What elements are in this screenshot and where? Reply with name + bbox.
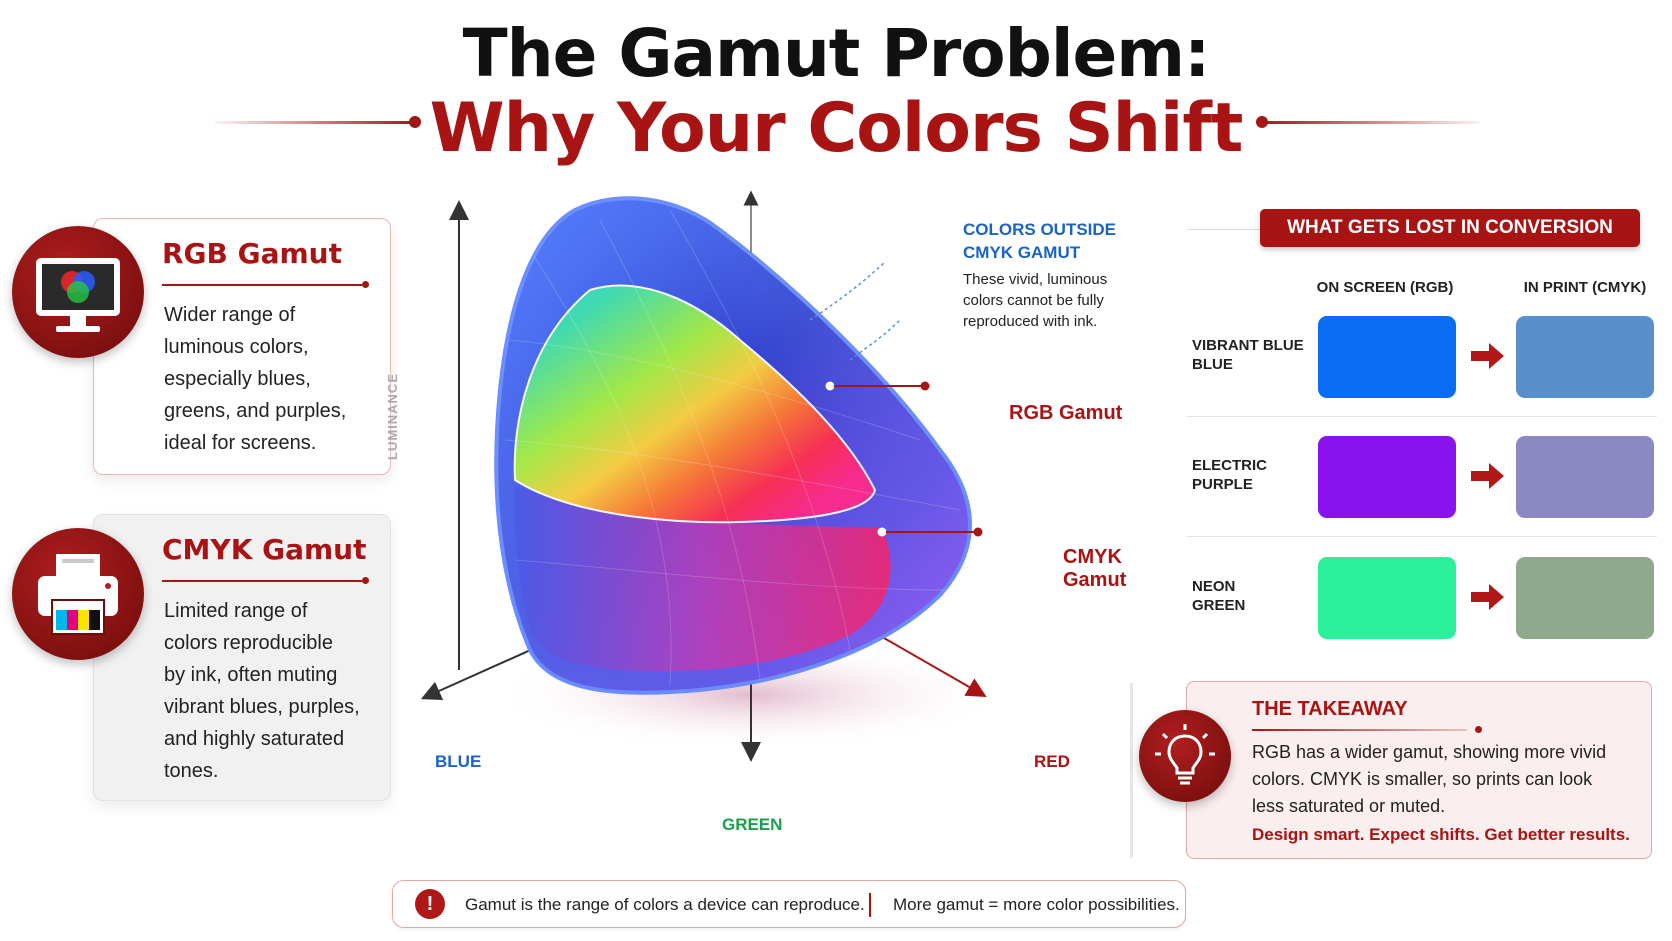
page-title: The Gamut Problem:	[462, 15, 1211, 92]
page-subtitle: Why Your Colors Shift	[429, 89, 1244, 168]
takeaway-line: less saturated or muted.	[1252, 796, 1446, 816]
rgb-leader-end	[920, 381, 930, 391]
row-label-line: VIBRANT BLUE	[1192, 337, 1304, 354]
row-label-line: BLUE	[1192, 356, 1233, 373]
rgb-card-line: especially blues,	[164, 368, 311, 390]
cmyk-swatch-green	[1516, 557, 1654, 639]
title-rule-left-dot	[409, 116, 421, 128]
title-rule-left	[215, 121, 415, 124]
takeaway-rule-dot	[1475, 726, 1482, 733]
title-rule-right-dot	[1256, 116, 1268, 128]
takeaway-side-rule	[1130, 683, 1133, 858]
rgb-swatch-blue	[1318, 316, 1456, 398]
monitor-icon	[12, 226, 144, 358]
column-header-print: IN PRINT (CMYK)	[1523, 279, 1647, 296]
conversion-row-label: ELECTRIC PURPLE	[1192, 456, 1267, 494]
rgb-card-line: ideal for screens.	[164, 432, 317, 454]
rgb-card-title: RGB Gamut	[162, 237, 343, 270]
row-label-line: PURPLE	[1192, 476, 1253, 493]
cmyk-card-text: Limited range of colors reproducible by …	[164, 595, 360, 787]
banner-rule	[1187, 229, 1267, 230]
rgb-swatch-purple	[1318, 436, 1456, 518]
rgb-card-rule-dot	[362, 281, 369, 288]
takeaway-line: colors. CMYK is smaller, so prints can l…	[1252, 769, 1593, 789]
cmyk-leader-end	[973, 527, 983, 537]
column-header-screen: ON SCREEN (RGB)	[1316, 279, 1454, 296]
alert-icon: !	[415, 889, 445, 919]
cmyk-card-rule-dot	[362, 577, 369, 584]
callout-text: reproduced with ink.	[963, 313, 1098, 330]
printer-icon	[12, 528, 144, 660]
footer-text-right: More gamut = more color possibilities.	[893, 895, 1180, 914]
cmyk-leader-dot	[877, 527, 887, 537]
red-axis	[869, 629, 987, 697]
cmyk-card-line: Limited range of	[164, 600, 308, 622]
cmyk-card-line: by ink, often muting	[164, 664, 338, 686]
takeaway-cta: Design smart. Expect shifts. Get better …	[1252, 825, 1630, 844]
takeaway-title: THE TAKEAWAY	[1252, 698, 1408, 720]
cmyk-swatch-purple	[1516, 436, 1654, 518]
out-of-gamut-callout: COLORS OUTSIDE CMYK GAMUT These vivid, l…	[963, 218, 1163, 332]
rgb-gamut-label: RGB Gamut	[1009, 402, 1123, 424]
rgb-swatch-green	[1318, 557, 1456, 639]
cmyk-card-title: CMYK Gamut	[162, 533, 367, 566]
takeaway-card: THE TAKEAWAY RGB has a wider gamut, show…	[1186, 681, 1652, 859]
cmyk-gamut-card: CMYK Gamut Limited range of colors repro…	[93, 514, 391, 801]
rgb-card-text: Wider range of luminous colors, especial…	[164, 299, 346, 459]
row-divider	[1187, 416, 1657, 417]
cmyk-card-line: and highly saturated	[164, 728, 345, 750]
cmyk-card-line: tones.	[164, 760, 219, 782]
rgb-card-line: Wider range of	[164, 304, 296, 326]
footer-note: ! Gamut is the range of colors a device …	[392, 880, 1186, 928]
callout-title: CMYK GAMUT	[963, 243, 1081, 262]
footer-divider	[869, 893, 871, 917]
blue-axis-label: BLUE	[435, 752, 482, 771]
cmyk-card-rule	[162, 580, 362, 582]
title-rule-right	[1262, 121, 1480, 124]
rgb-card-line: luminous colors,	[164, 336, 309, 358]
cmyk-gamut-label-line: Gamut	[1063, 569, 1127, 591]
rgb-leader-dot	[825, 381, 835, 391]
conversion-row-label: VIBRANT BLUE BLUE	[1192, 336, 1304, 374]
callout-title: COLORS OUTSIDE	[963, 220, 1117, 239]
red-axis-label: RED	[1034, 752, 1070, 771]
luminance-axis-label: LUMINANCE	[385, 373, 400, 460]
callout-text: colors cannot be fully	[963, 292, 1104, 309]
rgb-card-rule	[162, 284, 362, 286]
gamut-diagram	[420, 190, 1010, 762]
cmyk-card-line: vibrant blues, purples,	[164, 696, 360, 718]
cmyk-swatch-blue	[1516, 316, 1654, 398]
cmyk-card-line: colors reproducible	[164, 632, 333, 654]
callout-leader-2	[849, 319, 901, 361]
conversion-arrow-icon	[1471, 463, 1504, 489]
lightbulb-icon	[1139, 710, 1231, 802]
gamut-lower-body	[514, 485, 891, 672]
cmyk-gamut-label: CMYK Gamut	[1063, 546, 1126, 592]
row-divider	[1187, 536, 1657, 537]
takeaway-line: RGB has a wider gamut, showing more vivi…	[1252, 742, 1607, 762]
conversion-arrow-icon	[1471, 584, 1504, 610]
rgb-card-line: greens, and purples,	[164, 400, 347, 422]
callout-leader-1	[809, 261, 886, 321]
takeaway-text: RGB has a wider gamut, showing more vivi…	[1252, 739, 1606, 820]
conversion-arrow-icon	[1471, 343, 1504, 369]
cmyk-gamut-shape	[513, 284, 877, 524]
callout-text: These vivid, luminous	[963, 271, 1108, 288]
row-label-line: NEON	[1192, 578, 1236, 595]
conversion-row-label: NEON GREEN	[1192, 577, 1245, 615]
footer-text-left: Gamut is the range of colors a device ca…	[465, 895, 865, 914]
row-label-line: ELECTRIC	[1192, 457, 1267, 474]
conversion-banner: WHAT GETS LOST IN CONVERSION	[1260, 209, 1640, 247]
green-axis-label: GREEN	[722, 815, 783, 834]
takeaway-rule	[1252, 729, 1467, 731]
gamut-mesh	[504, 209, 961, 686]
row-label-line: GREEN	[1192, 597, 1246, 614]
cmyk-gamut-label-line: CMYK	[1063, 546, 1122, 568]
rgb-gamut-card: RGB Gamut Wider range of luminous colors…	[93, 218, 391, 475]
